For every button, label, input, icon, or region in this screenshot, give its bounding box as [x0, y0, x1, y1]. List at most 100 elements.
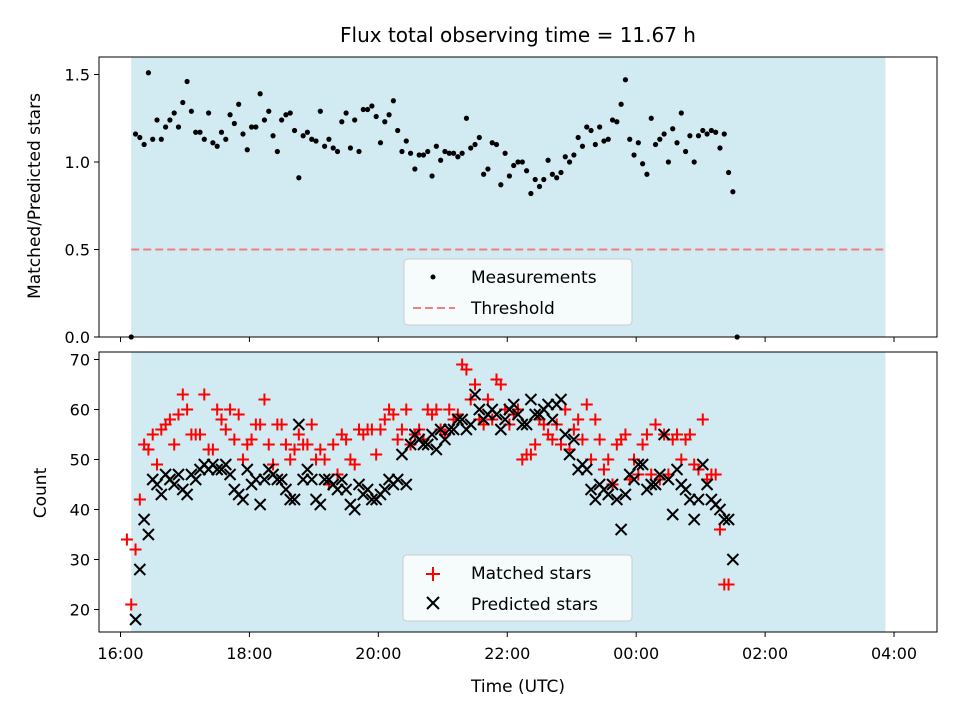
matched-star-point [529, 438, 542, 451]
measurement-point [425, 148, 431, 155]
x-tick-label: 20:00 [355, 644, 401, 663]
measurement-point [670, 126, 676, 132]
legend-marker-measurements [430, 274, 436, 280]
measurement-point [683, 148, 689, 155]
measurement-point [390, 98, 396, 104]
matched-star-point [443, 403, 456, 416]
matched-star-point [275, 418, 288, 431]
measurement-point [270, 133, 276, 139]
bottom-y-tick-label: 40 [70, 501, 90, 520]
predicted-star-point [528, 408, 542, 421]
matched-star-point [524, 448, 537, 461]
measurement-point [382, 119, 388, 125]
predicted-star-point [279, 483, 293, 496]
measurement-point [459, 150, 465, 156]
measurement-point [236, 101, 242, 107]
predicted-star-point [473, 403, 486, 416]
measurement-point [601, 138, 607, 144]
measurement-point [614, 119, 620, 125]
measurement-point [356, 148, 362, 155]
measurement-point [373, 113, 379, 120]
measurement-point [519, 159, 525, 165]
matched-star-point [481, 393, 494, 406]
legend-label-predicted: Predicted stars [471, 595, 598, 615]
measurement-point [313, 138, 319, 144]
measurement-point [657, 136, 663, 142]
predicted-star-point [305, 473, 318, 486]
measurement-point [171, 110, 177, 116]
predicted-star-point [404, 438, 417, 451]
matched-star-point [262, 438, 275, 451]
predicted-star-point [137, 513, 151, 526]
matched-star-point [211, 403, 224, 416]
predicted-star-point [490, 408, 503, 421]
measurement-point [528, 190, 534, 197]
predicted-stars-series [129, 388, 740, 626]
top-axes: 0.0 0.5 1.0 1.5 [65, 56, 938, 347]
matched-star-point [640, 428, 653, 441]
bottom-y-axis-label: Count [31, 467, 51, 518]
measurement-point [468, 145, 474, 151]
matched-star-point [279, 438, 292, 451]
predicted-star-point [425, 428, 439, 441]
matched-star-point [696, 413, 709, 426]
measurement-point [253, 124, 259, 130]
matched-star-point [215, 413, 228, 426]
predicted-star-point [649, 478, 662, 491]
measurement-point [167, 117, 173, 123]
matched-star-point [494, 378, 507, 391]
matched-star-point [546, 433, 559, 446]
predicted-star-point [155, 488, 168, 501]
matched-star-point [176, 388, 189, 401]
measurement-point [205, 110, 212, 116]
predicted-star-point [284, 493, 297, 506]
measurement-point [511, 162, 517, 169]
measurement-point [364, 106, 371, 113]
matched-star-point [284, 453, 297, 466]
measurement-point [515, 159, 521, 165]
matched-star-point [245, 433, 258, 446]
measurement-point [708, 127, 714, 134]
measurement-point [506, 173, 513, 179]
matched-star-point [554, 438, 567, 451]
measurement-point [485, 166, 491, 172]
predicted-star-point [133, 563, 147, 576]
predicted-star-point [610, 493, 624, 506]
predicted-star-point [670, 463, 684, 476]
predicted-star-point [339, 483, 353, 496]
matched-star-point [120, 533, 133, 546]
predicted-star-point [632, 458, 645, 471]
measurement-point [635, 140, 641, 146]
measurement-point [291, 127, 298, 134]
matched-star-point [709, 468, 722, 481]
measurement-point [416, 152, 422, 158]
predicted-star-point [219, 458, 232, 471]
predicted-star-point [619, 488, 632, 501]
measurement-point [360, 106, 366, 113]
matched-star-point [168, 438, 181, 451]
predicted-star-point [167, 478, 181, 491]
predicted-star-point [589, 493, 602, 506]
predicted-star-point [657, 428, 671, 441]
matched-star-point [301, 438, 314, 451]
measurement-point [588, 127, 594, 134]
measurement-point [407, 150, 414, 156]
x-tick-label: 02:00 [742, 644, 788, 663]
predicted-star-point [129, 613, 142, 626]
matched-star-point [370, 448, 383, 461]
predicted-star-point [567, 433, 581, 446]
measurement-point [223, 136, 229, 142]
measurement-point [579, 143, 586, 149]
predicted-star-point [614, 523, 628, 536]
measurement-point [377, 140, 384, 146]
measurement-point [244, 147, 250, 153]
predicted-star-point [584, 483, 598, 496]
measurement-point [721, 131, 727, 137]
predicted-star-point [189, 473, 202, 486]
predicted-star-point [378, 483, 391, 496]
predicted-star-point [438, 433, 452, 446]
matched-star-point [340, 433, 353, 446]
measurement-point [343, 110, 349, 116]
measurement-point [304, 129, 311, 135]
predicted-star-point [687, 513, 701, 526]
